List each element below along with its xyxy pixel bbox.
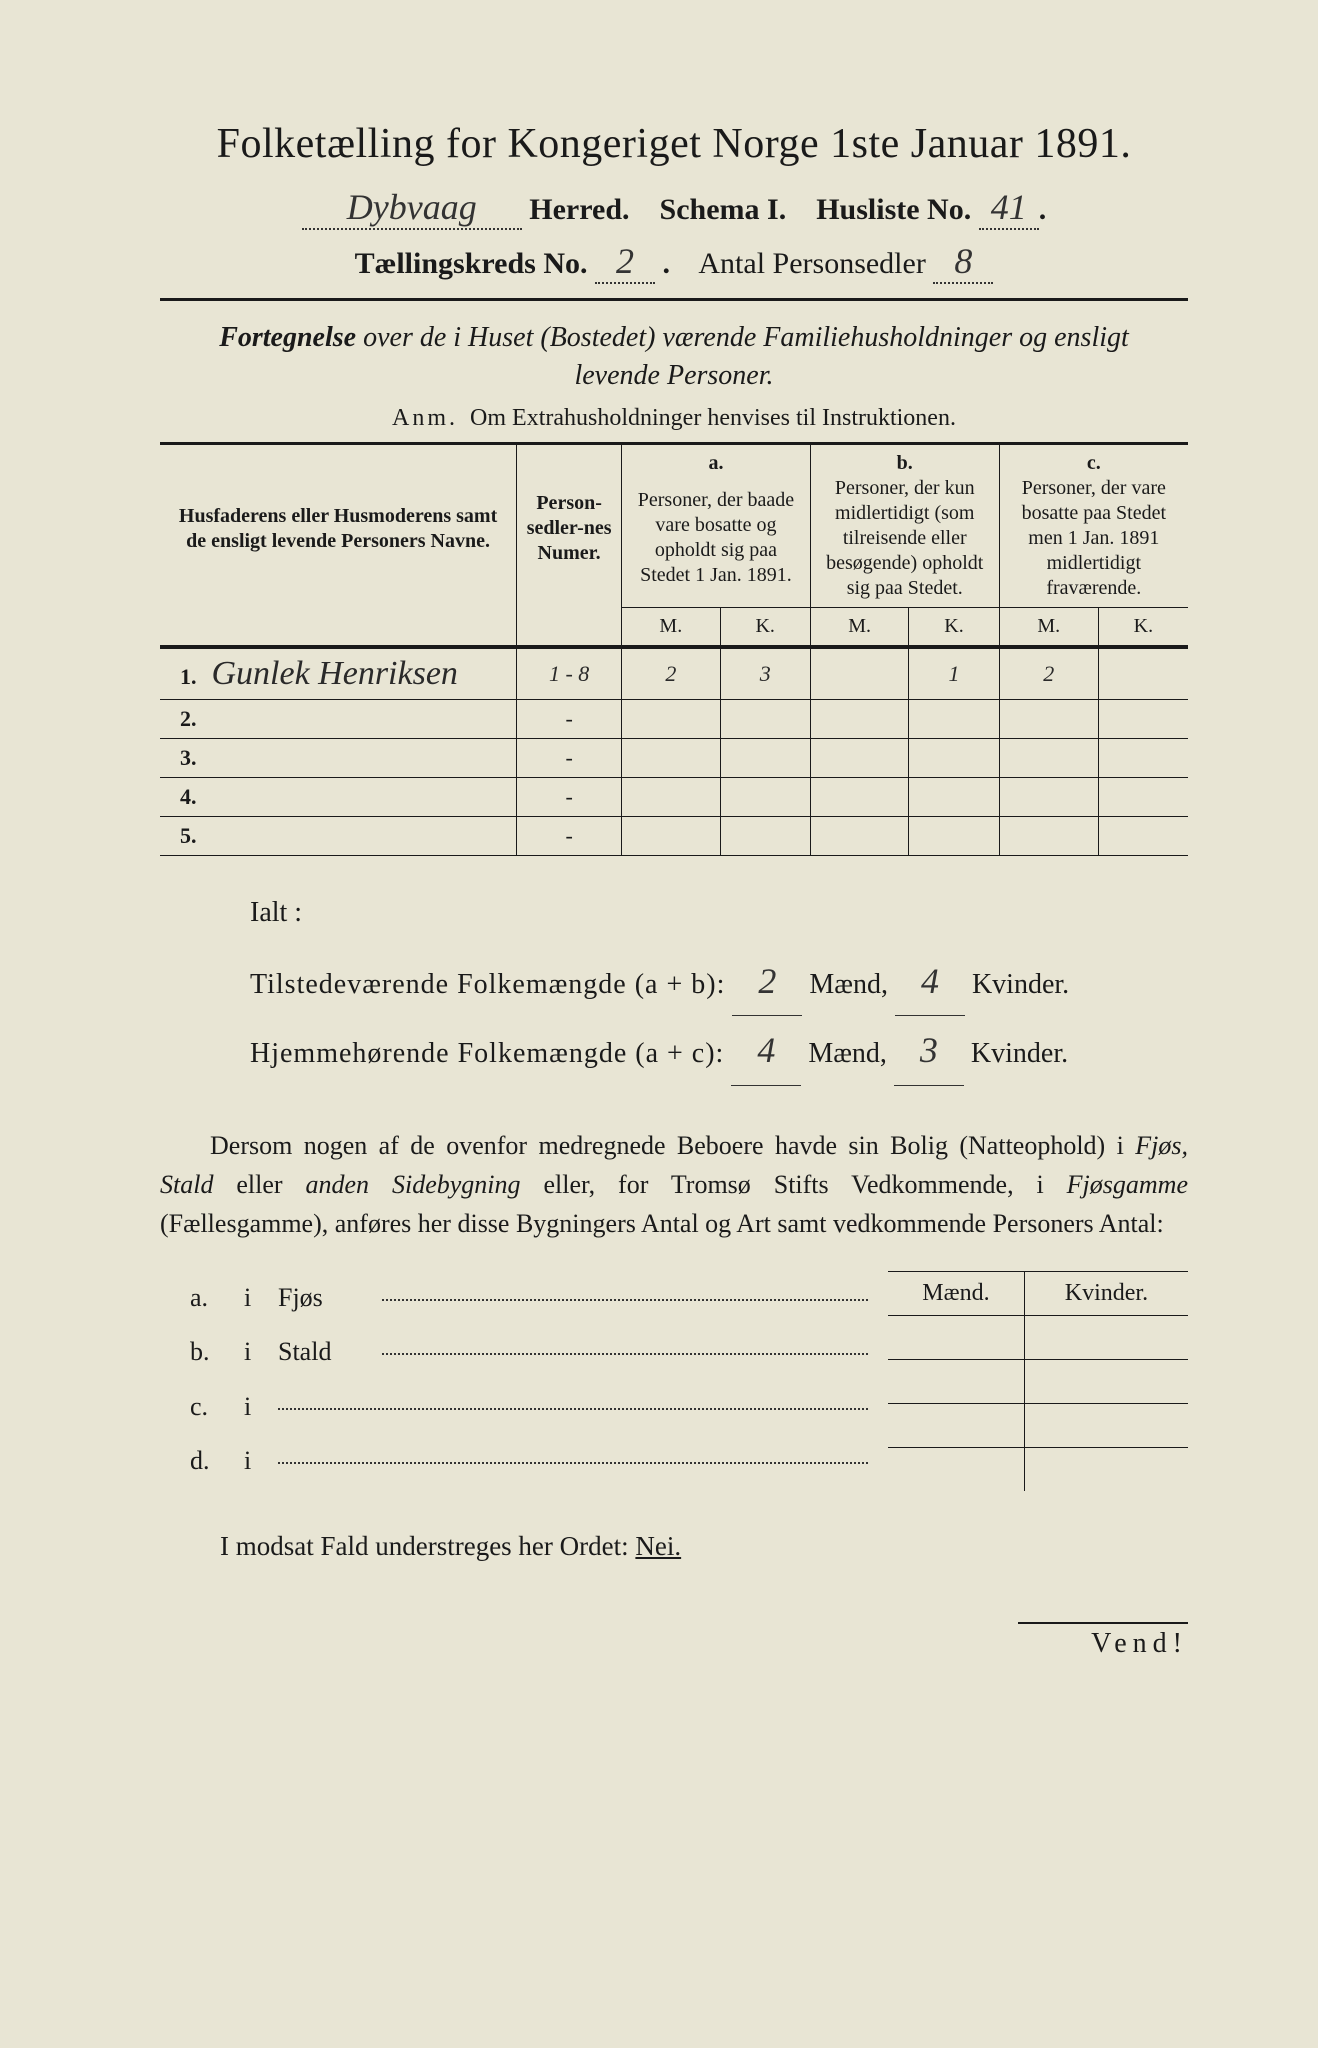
row-num: 3. — [180, 745, 206, 771]
ialt-label: Ialt : — [250, 886, 1188, 939]
hjemme-m: 4 — [731, 1016, 801, 1085]
b-k-val: 1 — [909, 647, 999, 700]
tilstede-m: 2 — [732, 947, 802, 1016]
dots — [382, 1329, 868, 1355]
item-a-label: a. — [190, 1271, 230, 1326]
page-title: Folketælling for Kongeriget Norge 1ste J… — [160, 120, 1188, 168]
ps-num: 1 - 8 — [517, 647, 622, 700]
group-b-label: b. — [810, 443, 999, 476]
herred-value: Dybvaag — [302, 186, 522, 230]
item-b-text: Stald — [278, 1325, 368, 1380]
herred-label: Herred. — [529, 193, 629, 226]
antal-label: Antal Personsedler — [698, 247, 925, 280]
tallingskreds-label: Tællingskreds No. — [355, 247, 588, 280]
census-form-page: Folketælling for Kongeriget Norge 1ste J… — [0, 0, 1318, 1740]
final-nei: Nei. — [635, 1531, 681, 1561]
c-m-val: 2 — [999, 647, 1098, 700]
mk-m-header: Mænd. — [888, 1271, 1024, 1315]
table-row: 2. - — [160, 699, 1188, 738]
husliste-value: 41 — [979, 186, 1039, 230]
col-names-header: Husfaderens eller Husmoderens samt de en… — [160, 443, 517, 607]
item-i: i — [244, 1325, 264, 1380]
group-a-text: Personer, der baade vare bosatte og opho… — [622, 476, 811, 608]
item-c-label: c. — [190, 1380, 230, 1435]
a-m: M. — [622, 607, 721, 647]
hjemme-label: Hjemmehørende Folkemængde (a + c): — [250, 1027, 724, 1080]
item-i: i — [244, 1380, 264, 1435]
table-row: 5. - — [160, 816, 1188, 855]
kvinder-label: Kvinder. — [972, 969, 1069, 1000]
lower-paragraph: Dersom nogen af de ovenfor medregnede Be… — [160, 1126, 1188, 1243]
b-m-val — [810, 647, 909, 700]
ps-num: - — [517, 816, 622, 855]
tilstede-k: 4 — [895, 947, 965, 1016]
lower-wrap: a. i Fjøs b. i Stald c. i d. i — [160, 1271, 1188, 1492]
subtitle-rest: over de i Huset (Bostedet) værende Famil… — [356, 322, 1129, 353]
anm-note: Anm. Om Extrahusholdninger henvises til … — [160, 405, 1188, 432]
ps-num: - — [517, 777, 622, 816]
group-c-label: c. — [999, 443, 1188, 476]
ps-num: - — [517, 699, 622, 738]
final-text: I modsat Fald understreges her Ordet: — [220, 1531, 635, 1561]
mk-k-header: Kvinder. — [1024, 1271, 1188, 1315]
husliste-label: Husliste No. — [816, 193, 971, 226]
hjemme-k: 3 — [894, 1016, 964, 1085]
final-line: I modsat Fald understreges her Ordet: Ne… — [160, 1531, 1188, 1562]
tilstede-label: Tilstedeværende Folkemængde (a + b): — [250, 958, 725, 1011]
kvinder-label: Kvinder. — [971, 1038, 1068, 1069]
c-k: K. — [1098, 607, 1188, 647]
row-num: 4. — [180, 784, 206, 810]
list-item: a. i Fjøs — [190, 1271, 868, 1326]
schema-label: Schema I. — [660, 193, 787, 226]
mk-table: Mænd. Kvinder. — [888, 1271, 1188, 1492]
tallingskreds-value: 2 — [595, 240, 655, 284]
subtitle-prefix: Fortegnelse — [219, 322, 356, 353]
list-item: d. i — [190, 1434, 868, 1489]
anm-label: Anm. — [392, 405, 458, 431]
c-m: M. — [999, 607, 1098, 647]
person-name: Gunlek Henriksen — [212, 655, 458, 692]
header-line-3: Tællingskreds No. 2 . Antal Personsedler… — [160, 240, 1188, 284]
a-k: K. — [720, 607, 810, 647]
ps-num: - — [517, 738, 622, 777]
c-k-val — [1098, 647, 1188, 700]
row-num: 1. — [180, 664, 206, 690]
item-b-label: b. — [190, 1325, 230, 1380]
table-row: 4. - — [160, 777, 1188, 816]
group-b-text: Personer, der kun midlertidigt (som tilr… — [810, 476, 999, 608]
census-table: Husfaderens eller Husmoderens samt de en… — [160, 442, 1188, 856]
a-m-val: 2 — [622, 647, 721, 700]
maend-label: Mænd, — [809, 969, 888, 1000]
antal-value: 8 — [933, 240, 993, 284]
item-i: i — [244, 1271, 264, 1326]
a-k-val: 3 — [720, 647, 810, 700]
maend-label: Mænd, — [808, 1038, 887, 1069]
subtitle-line2: levende Personer. — [574, 360, 773, 391]
header-line-2: Dybvaag Herred. Schema I. Husliste No. 4… — [160, 186, 1188, 230]
divider — [160, 298, 1188, 301]
item-i: i — [244, 1434, 264, 1489]
col-person-header: Person-sedler-nes Numer. — [517, 443, 622, 607]
group-a-label: a. — [622, 443, 811, 476]
item-d-label: d. — [190, 1434, 230, 1489]
b-k: K. — [909, 607, 999, 647]
group-c-text: Personer, der vare bosatte paa Stedet me… — [999, 476, 1188, 608]
anm-text: Om Extrahusholdninger henvises til Instr… — [470, 405, 956, 431]
row-num: 2. — [180, 706, 206, 732]
b-m: M. — [810, 607, 909, 647]
row-num: 5. — [180, 823, 206, 849]
vend-label: Vend! — [1018, 1622, 1188, 1660]
dots — [278, 1384, 868, 1410]
item-a-text: Fjøs — [278, 1271, 368, 1326]
list-item: b. i Stald — [190, 1325, 868, 1380]
list-item: c. i — [190, 1380, 868, 1435]
totals-block: Ialt : Tilstedeværende Folkemængde (a + … — [250, 886, 1188, 1086]
building-list: a. i Fjøs b. i Stald c. i d. i — [160, 1271, 868, 1492]
dots — [382, 1275, 868, 1301]
dots — [278, 1438, 868, 1464]
table-row: 3. - — [160, 738, 1188, 777]
subtitle: Fortegnelse over de i Huset (Bostedet) v… — [160, 319, 1188, 395]
table-row: 1. Gunlek Henriksen 1 - 8 2 3 1 2 — [160, 647, 1188, 700]
